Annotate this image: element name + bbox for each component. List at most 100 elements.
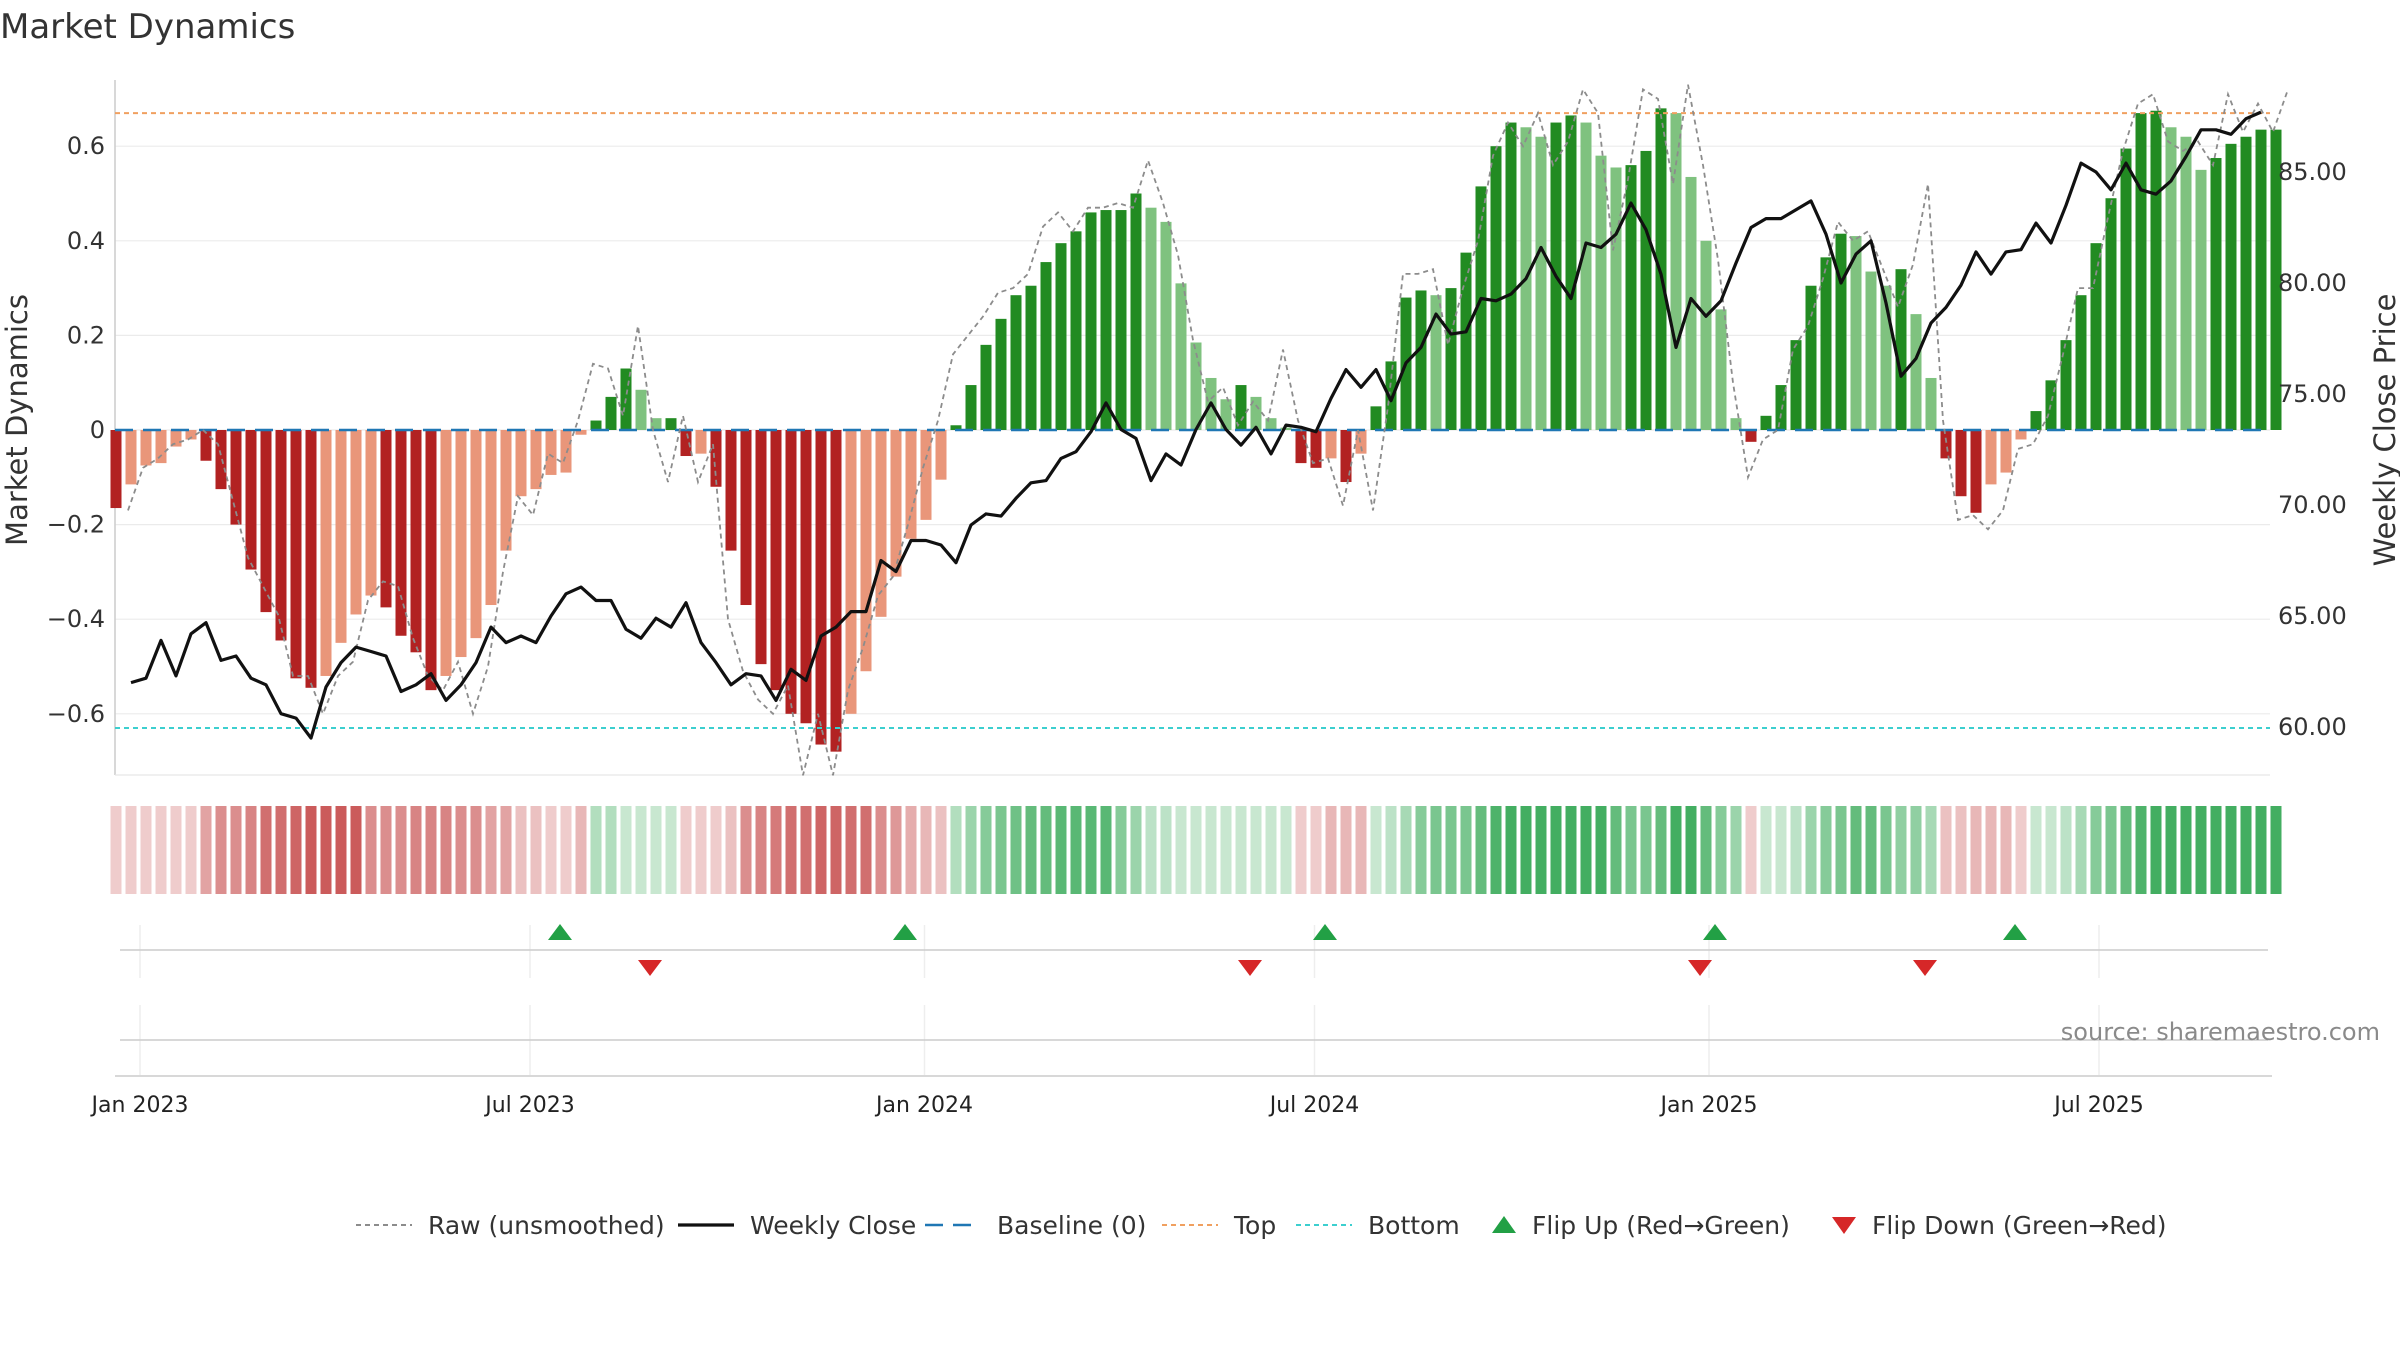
regime-band-cell (1985, 806, 1997, 894)
regime-band-cell (2210, 806, 2222, 894)
regime-band-cell (2120, 806, 2132, 894)
dynamics-bar (1130, 193, 1142, 430)
y2-tick-label: 75.00 (2278, 380, 2347, 408)
regime-band-cell (1265, 806, 1277, 894)
dynamics-bar (260, 430, 272, 613)
dynamics-bar (1100, 210, 1112, 430)
legend-label: Bottom (1368, 1211, 1460, 1240)
dynamics-bar (1160, 221, 1172, 430)
chart-title: Market Dynamics (0, 7, 295, 47)
regime-band-cell (770, 806, 782, 894)
regime-band-cell (1850, 806, 1862, 894)
regime-band-cell (1865, 806, 1877, 894)
regime-band-cell (1595, 806, 1607, 894)
dynamics-bar (995, 318, 1007, 430)
dynamics-bar (425, 430, 437, 691)
regime-band-cell (320, 806, 332, 894)
dynamics-bar (1175, 283, 1187, 430)
dynamics-bar (1115, 210, 1127, 430)
dynamics-bar (1040, 262, 1052, 430)
dynamics-bar (290, 430, 302, 679)
legend-label: Weekly Close (750, 1211, 916, 1240)
regime-band-cell (515, 806, 527, 894)
dynamics-bar (1535, 136, 1547, 431)
dynamics-bar (1220, 399, 1232, 430)
regime-band-cell (1895, 806, 1907, 894)
dynamics-bar (1190, 342, 1202, 430)
dynamics-bar (770, 430, 782, 691)
regime-band-cell (185, 806, 197, 894)
dynamics-bar (2015, 430, 2027, 440)
dynamics-bar (1775, 385, 1787, 430)
regime-band-cell (455, 806, 467, 894)
dynamics-bar (1835, 233, 1847, 430)
y-tick-label: 0 (90, 416, 105, 444)
x-tick-label: Jul 2025 (2052, 1093, 2144, 1118)
regime-band-cell (335, 806, 347, 894)
dynamics-bar (1610, 167, 1622, 431)
regime-band-cell (605, 806, 617, 894)
regime-band-cell (2090, 806, 2102, 894)
regime-band-cell (410, 806, 422, 894)
regime-band-cell (1745, 806, 1757, 894)
regime-band-cell (2105, 806, 2117, 894)
regime-band-cell (1370, 806, 1382, 894)
dynamics-bar (155, 430, 167, 464)
regime-band-cell (1505, 806, 1517, 894)
dynamics-bar (275, 430, 287, 641)
dynamics-bar (1265, 418, 1277, 430)
regime-band-cell (2015, 806, 2027, 894)
flip-up-marker (548, 924, 572, 940)
regime-band-cell (1700, 806, 1712, 894)
right-axis-label: Weekly Close Price (2368, 294, 2400, 567)
regime-band-cell (1535, 806, 1547, 894)
y-tick-label: −0.6 (47, 700, 105, 728)
dynamics-bar (1880, 285, 1892, 430)
dynamics-bar (1055, 243, 1067, 430)
flip-markers-panel (120, 924, 2268, 978)
source-note: source: sharemaestro.com (2061, 1018, 2380, 1046)
regime-band-cell (260, 806, 272, 894)
regime-band-cell (2075, 806, 2087, 894)
regime-band-cell (2270, 806, 2282, 894)
dynamics-bar (1505, 122, 1517, 431)
dynamics-bar (1070, 231, 1082, 430)
dynamics-bar (785, 430, 797, 714)
dynamics-bar (1295, 430, 1307, 464)
dynamics-bar (1910, 314, 1922, 430)
regime-band-cell (1460, 806, 1472, 894)
dynamics-bar (1580, 122, 1592, 431)
dynamics-bar (2150, 110, 2162, 430)
dynamics-bar (1145, 207, 1157, 430)
dynamics-bar (1760, 415, 1772, 430)
x-tick-label: Jan 2023 (90, 1093, 189, 1118)
dynamics-bar (1565, 115, 1577, 430)
legend-label: Raw (unsmoothed) (428, 1211, 665, 1240)
dynamics-bar (215, 430, 227, 490)
flip-down-marker (1238, 960, 1262, 976)
legend-label: Top (1233, 1211, 1276, 1240)
dynamics-bar (605, 396, 617, 430)
dynamics-bar (725, 430, 737, 551)
regime-band-cell (950, 806, 962, 894)
dynamics-bar (245, 430, 257, 570)
y-tick-label: −0.2 (47, 511, 105, 539)
regime-band-cell (1400, 806, 1412, 894)
regime-band-cell (1205, 806, 1217, 894)
regime-band-cell (575, 806, 587, 894)
dynamics-bar (470, 430, 482, 639)
dynamics-bar (2030, 411, 2042, 430)
regime-band-cell (1055, 806, 1067, 894)
dynamics-bar (650, 418, 662, 430)
dynamics-bar (965, 385, 977, 430)
dynamics-bar (545, 430, 557, 475)
x-tick-label: Jan 2024 (874, 1093, 973, 1118)
regime-band-cell (830, 806, 842, 894)
regime-band-cell (875, 806, 887, 894)
dynamics-bar (1325, 430, 1337, 459)
dynamics-bar (1790, 340, 1802, 430)
dynamics-bar (125, 430, 137, 485)
regime-band-cell (1655, 806, 1667, 894)
regime-band-cell (1100, 806, 1112, 894)
